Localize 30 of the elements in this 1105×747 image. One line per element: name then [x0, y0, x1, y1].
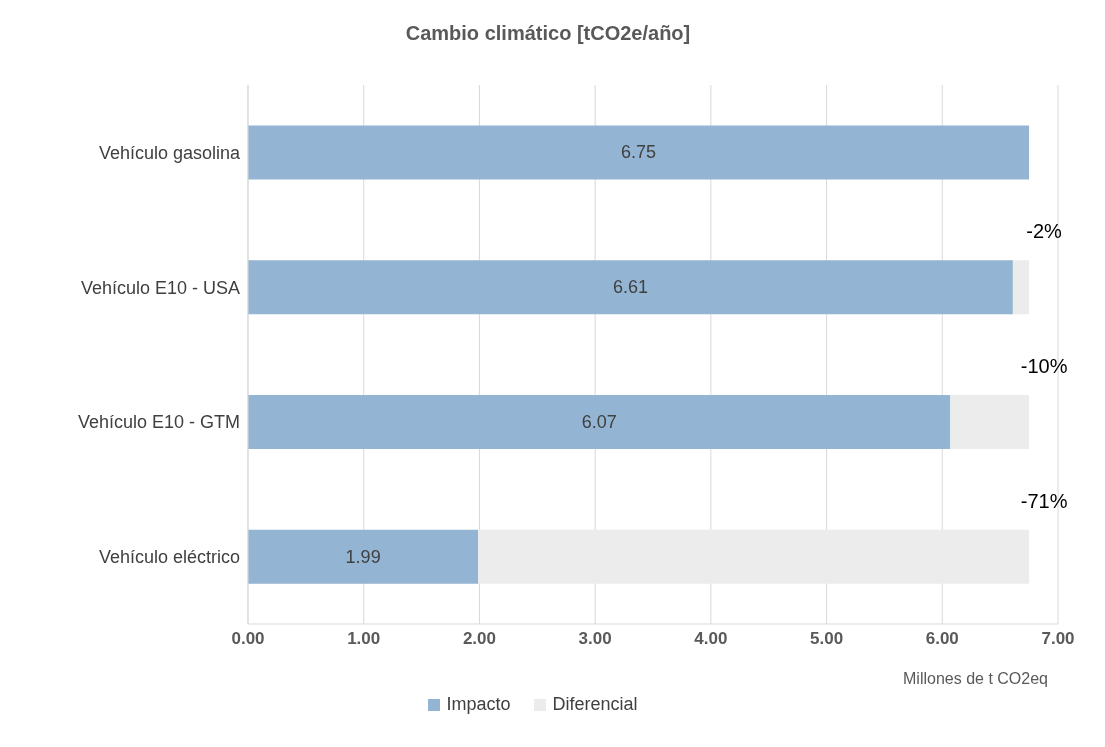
x-tick-label: 2.00 [462, 629, 496, 649]
data-label: 6.61 [612, 277, 648, 298]
x-tick-label: 1.00 [347, 629, 381, 649]
bar [248, 529, 479, 584]
bar [248, 394, 951, 449]
annotation: -10% [1020, 354, 1068, 377]
bar [478, 529, 1030, 584]
x-tick-label: 5.00 [810, 629, 844, 649]
x-tick-label: 6.00 [925, 629, 959, 649]
bar [248, 260, 1013, 315]
data-label: 6.07 [581, 411, 617, 432]
x-tick-label: 0.00 [231, 629, 265, 649]
bar [950, 394, 1030, 449]
bar [248, 125, 1030, 180]
x-tick-label: 3.00 [578, 629, 612, 649]
annotation: -71% [1020, 489, 1068, 512]
x-axis-title: Millones de t CO2eq [903, 670, 1048, 687]
legend-label: Diferencial [551, 694, 638, 715]
bar [1012, 260, 1030, 315]
x-tick-label: 4.00 [694, 629, 728, 649]
legend-label: Impacto [445, 694, 511, 715]
y-tick-label: Vehículo E10 - USA [80, 277, 240, 298]
y-tick-label: Vehículo E10 - GTM [77, 412, 240, 433]
x-tick-label: 7.00 [1041, 629, 1075, 649]
chart-title: Cambio climático [tCO2e/año] [404, 22, 692, 45]
y-tick-label: Vehículo gasolina [98, 142, 241, 163]
data-label: 6.75 [621, 142, 657, 163]
y-tick-label: Vehículo eléctrico [98, 547, 240, 568]
data-label: 1.99 [345, 546, 381, 567]
annotation: -2% [1026, 220, 1063, 243]
